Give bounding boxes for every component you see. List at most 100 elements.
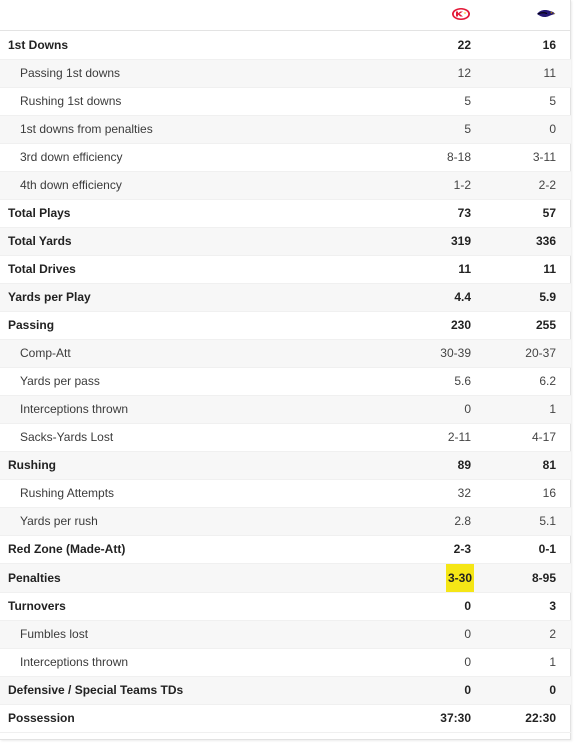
stat-label: Passing	[8, 318, 55, 332]
away-team-value: 0	[474, 115, 571, 143]
home-team-value: 2.8	[400, 507, 474, 535]
home-team-value: 1-2	[400, 171, 474, 199]
table-row: Yards per rush 2.8 5.1	[0, 507, 571, 535]
table-row: Total Drives 11 11	[0, 255, 571, 283]
table-row: Penalties 3-30 8-95	[0, 563, 571, 592]
away-team-value: 8-95	[474, 563, 571, 592]
away-team-value: 5	[549, 94, 556, 108]
away-team-value: 57	[542, 206, 556, 220]
table-row: Turnovers 0 3	[0, 592, 571, 620]
table-row: Total Yards 319 336	[0, 227, 571, 255]
away-team-value: 2-2	[474, 171, 571, 199]
home-team-value: 0	[464, 599, 471, 613]
away-team-value: 1	[549, 655, 556, 669]
table-row: Total Plays 73 57	[0, 199, 571, 227]
stat-label: Defensive / Special Teams TDs	[0, 676, 400, 704]
away-team-value: 6.2	[539, 374, 556, 388]
home-team-value: 5.6	[454, 374, 471, 388]
stat-label: Penalties	[0, 563, 400, 592]
stat-label: Yards per pass	[20, 374, 100, 388]
home-team-value: 30-39	[400, 339, 474, 367]
ravens-logo-icon[interactable]	[536, 7, 556, 21]
home-team-value: 8-18	[446, 150, 471, 164]
stat-label: Total Drives	[8, 262, 76, 276]
home-team-value: 0	[400, 620, 474, 648]
away-team-value: 22:30	[525, 711, 556, 725]
table-row: Defensive / Special Teams TDs 0 0	[0, 676, 571, 704]
home-team-value: 5	[400, 115, 474, 143]
home-team-value: 22	[457, 37, 471, 52]
table-row: Yards per pass 5.6 6.2	[0, 367, 571, 395]
home-team-value: 12	[400, 59, 474, 87]
table-row: Interceptions thrown 0 1	[0, 648, 571, 676]
home-team-value: 11	[458, 262, 471, 276]
stat-label: Comp-Att	[0, 339, 400, 367]
away-team-value: 255	[535, 318, 556, 332]
away-team-value: 3	[549, 599, 556, 613]
stat-label: Interceptions thrown	[0, 395, 400, 423]
stat-label: Rushing 1st downs	[20, 94, 122, 108]
home-team-value: 4.4	[400, 283, 474, 311]
away-team-value: 11	[474, 59, 571, 87]
away-team-value: 20-37	[474, 339, 571, 367]
table-row: 4th down efficiency 1-2 2-2	[0, 171, 571, 199]
stat-label: 3rd down efficiency	[20, 150, 123, 164]
away-team-value: 0-1	[538, 542, 556, 556]
away-team-value: 1	[474, 395, 571, 423]
home-team-value: 2-3	[453, 542, 471, 556]
home-team-value: 0	[400, 395, 474, 423]
home-team-value: 89	[400, 451, 474, 479]
stat-label: Red Zone (Made-Att)	[8, 542, 126, 556]
table-row: 3rd down efficiency 8-18 3-11	[0, 143, 571, 171]
table-row: 1st downs from penalties 5 0	[0, 115, 571, 143]
team-stats-header	[0, 0, 570, 31]
away-team-value: 4-17	[531, 430, 556, 444]
table-row: Comp-Att 30-39 20-37	[0, 339, 571, 367]
home-team-value: 3-30	[400, 563, 474, 592]
stat-label: Passing 1st downs	[0, 59, 400, 87]
stat-label: Yards per Play	[0, 283, 400, 311]
away-team-value: 3-11	[532, 150, 556, 164]
table-row: Possession 37:30 22:30	[0, 704, 571, 732]
table-row: 1st Downs 22 16	[0, 31, 571, 59]
stat-label: Total Yards	[0, 227, 400, 255]
table-row: Interceptions thrown 0 1	[0, 395, 571, 423]
highlighted-value: 3-30	[445, 563, 474, 592]
home-team-value: 0	[464, 655, 471, 669]
away-team-value: 336	[474, 227, 571, 255]
away-team-value: 5.1	[474, 507, 571, 535]
home-team-value: 0	[400, 676, 474, 704]
away-team-value: 16	[542, 37, 556, 52]
stat-label: Fumbles lost	[0, 620, 400, 648]
home-team-value: 319	[400, 227, 474, 255]
table-row: Sacks-Yards Lost 2-11 4-17	[0, 423, 571, 451]
table-row: Rushing Attempts 32 16	[0, 479, 571, 507]
stat-label: Rushing Attempts	[20, 486, 115, 500]
away-team-value: 81	[474, 451, 571, 479]
chiefs-logo-icon[interactable]	[451, 7, 471, 21]
away-team-value: 11	[543, 262, 556, 276]
stat-label: 1st Downs	[8, 37, 69, 52]
home-team-value: 230	[450, 318, 471, 332]
table-row: Red Zone (Made-Att) 2-3 0-1	[0, 535, 571, 563]
stat-label: Possession	[8, 711, 75, 725]
home-team-value: 37:30	[440, 711, 471, 725]
table-row: Passing 230 255	[0, 311, 571, 339]
away-team-value: 16	[542, 486, 556, 500]
table-row: Passing 1st downs 12 11	[0, 59, 571, 87]
home-team-value: 5	[464, 94, 471, 108]
table-row: Yards per Play 4.4 5.9	[0, 283, 571, 311]
stat-label: Interceptions thrown	[20, 655, 129, 669]
stat-label: Yards per rush	[0, 507, 400, 535]
table-row: Rushing 1st downs 5 5	[0, 87, 571, 115]
table-row: Fumbles lost 0 2	[0, 620, 571, 648]
stat-label: 1st downs from penalties	[0, 115, 400, 143]
stat-label: Turnovers	[8, 599, 66, 613]
stat-label: Total Plays	[8, 206, 71, 220]
team-stats-table: 1st Downs 22 16 Passing 1st downs 12 11 Rushin…	[0, 31, 571, 733]
home-team-value: 32	[457, 486, 471, 500]
table-row: Rushing 89 81	[0, 451, 571, 479]
home-team-value: 2-11	[447, 430, 471, 444]
away-team-value: 0	[474, 676, 571, 704]
stat-label: Rushing	[0, 451, 400, 479]
